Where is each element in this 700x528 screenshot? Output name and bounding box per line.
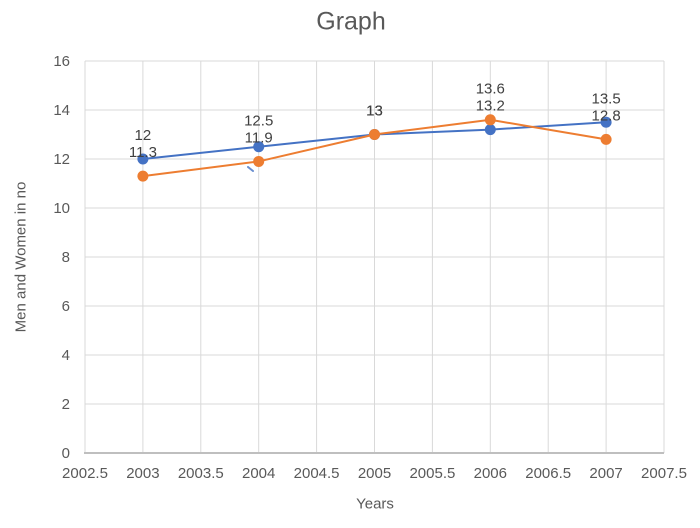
data-point-blue (253, 141, 265, 153)
data-label: 11.3 (129, 144, 157, 161)
y-tick-label: 4 (62, 347, 70, 364)
data-point-orange (600, 133, 612, 145)
data-label: 12 (135, 127, 152, 144)
data-label: 12.5 (244, 112, 273, 129)
x-tick-label: 2006.5 (525, 465, 571, 482)
data-point-blue (484, 124, 496, 136)
data-point-blue (137, 153, 149, 165)
x-tick-label: 2007.5 (641, 465, 687, 482)
y-tick-label: 10 (53, 200, 70, 217)
x-axis-title: Years (356, 495, 394, 513)
x-tick-label: 2004.5 (294, 465, 340, 482)
y-tick-label: 8 (62, 249, 70, 266)
x-tick-label: 2004 (242, 465, 275, 482)
chart-title: Graph (316, 7, 386, 36)
x-tick-label: 2005.5 (409, 465, 455, 482)
data-point-orange (253, 155, 265, 167)
x-tick-label: 2003 (126, 465, 159, 482)
data-point-blue (600, 116, 612, 128)
data-point-orange (137, 170, 149, 182)
y-tick-label: 14 (53, 102, 70, 119)
x-tick-label: 2005 (358, 465, 391, 482)
data-label: 13.5 (591, 90, 620, 107)
y-tick-label: 2 (62, 396, 70, 413)
data-point-orange (484, 114, 496, 126)
x-tick-label: 2003.5 (178, 465, 224, 482)
data-label: 13 (366, 103, 383, 120)
stray-mark (247, 166, 254, 172)
data-label: 13.6 (476, 81, 505, 98)
x-tick-label: 2002.5 (62, 465, 108, 482)
y-tick-label: 6 (62, 298, 70, 315)
data-point-orange (369, 129, 380, 140)
data-label: 13.2 (476, 98, 505, 115)
x-tick-label: 2006 (474, 465, 507, 482)
x-tick-label: 2007 (589, 465, 622, 482)
y-tick-label: 12 (53, 151, 70, 168)
data-label: 13 (366, 103, 383, 120)
data-label: 11.9 (245, 129, 273, 146)
y-tick-label: 16 (53, 53, 70, 70)
y-tick-label: 0 (62, 445, 70, 462)
data-label: 12.8 (591, 107, 620, 124)
